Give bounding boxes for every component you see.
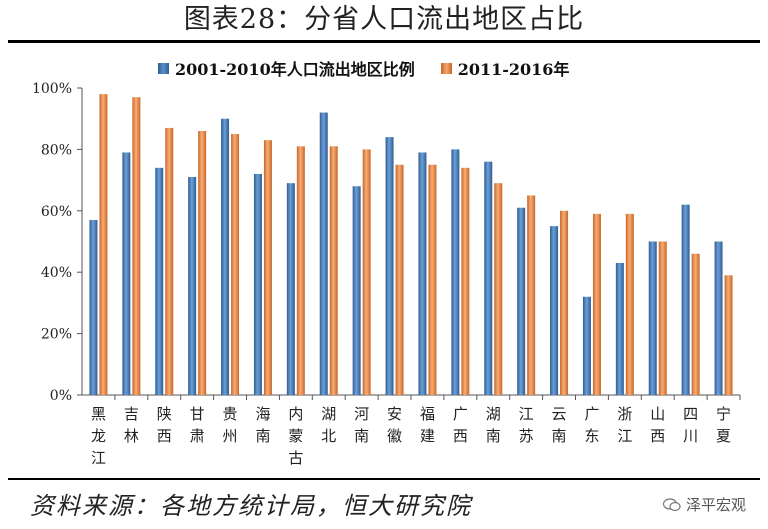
legend-swatch-orange bbox=[440, 62, 452, 74]
bar-series1-17 bbox=[648, 241, 657, 395]
source-rule bbox=[8, 478, 760, 480]
y-tick-label: 100% bbox=[32, 81, 72, 97]
legend-swatch-blue bbox=[158, 62, 169, 74]
bar-series2-1 bbox=[132, 97, 141, 396]
x-category-label: 安徽 bbox=[387, 405, 402, 445]
bar-series2-4 bbox=[231, 134, 240, 396]
bar-series1-7 bbox=[319, 112, 328, 395]
bar-series2-7 bbox=[329, 146, 338, 395]
y-tick-label: 60% bbox=[41, 204, 72, 220]
bar-series2-16 bbox=[625, 213, 634, 395]
x-category-label: 山西 bbox=[650, 405, 665, 445]
bar-series2-15 bbox=[592, 213, 601, 395]
x-category-label: 海南 bbox=[255, 405, 270, 445]
chart-legend: 2001-2010年人口流出地区比例 2011-2016年 bbox=[158, 56, 595, 80]
bar-series1-15 bbox=[582, 296, 591, 395]
x-category-label: 吉林 bbox=[124, 405, 139, 445]
title-rule bbox=[8, 40, 760, 43]
x-category-label: 广东 bbox=[584, 405, 599, 445]
wechat-icon bbox=[662, 497, 681, 511]
bar-series2-0 bbox=[99, 94, 108, 395]
bar-series2-6 bbox=[296, 146, 305, 395]
x-category-label: 湖南 bbox=[486, 405, 501, 445]
source-note: 资料来源：各地方统计局，恒大研究院 bbox=[30, 492, 472, 520]
y-tick-label: 0% bbox=[50, 388, 72, 404]
bar-series1-19 bbox=[714, 241, 723, 395]
bar-series2-5 bbox=[263, 140, 272, 395]
x-category-label: 云南 bbox=[552, 405, 567, 445]
bar-series2-19 bbox=[724, 275, 733, 395]
bar-series2-8 bbox=[362, 149, 371, 395]
y-tick-label: 20% bbox=[41, 327, 72, 343]
x-category-label: 四川 bbox=[683, 405, 698, 445]
watermark: 泽平宏观 bbox=[662, 494, 746, 515]
bar-series1-2 bbox=[155, 167, 164, 395]
x-category-label: 江苏 bbox=[519, 405, 534, 445]
y-tick-label: 40% bbox=[41, 265, 72, 281]
bar-series2-2 bbox=[165, 127, 174, 395]
bar-series2-3 bbox=[198, 130, 207, 396]
bar-series2-13 bbox=[527, 195, 536, 395]
x-category-label: 贵州 bbox=[223, 405, 238, 445]
x-category-label: 内蒙古 bbox=[288, 405, 303, 467]
bar-series1-3 bbox=[188, 177, 197, 395]
bar-series1-1 bbox=[122, 152, 131, 395]
bar-series1-18 bbox=[681, 204, 690, 395]
bar-series1-16 bbox=[615, 262, 624, 395]
bar-series2-14 bbox=[560, 210, 569, 395]
x-category-label: 陕西 bbox=[157, 405, 172, 445]
x-category-label: 广西 bbox=[453, 405, 468, 445]
bar-series2-10 bbox=[428, 164, 437, 395]
bar-series1-11 bbox=[451, 149, 460, 395]
legend-label-series2: 2011-2016年 bbox=[457, 60, 570, 79]
x-category-label: 甘肃 bbox=[190, 405, 205, 445]
bar-series1-6 bbox=[286, 183, 295, 395]
bar-series2-18 bbox=[691, 253, 700, 395]
x-category-label: 浙江 bbox=[617, 405, 632, 445]
bar-series1-13 bbox=[517, 207, 526, 395]
legend-item-series2: 2011-2016年 bbox=[440, 56, 570, 80]
x-category-label: 黑龙江 bbox=[91, 405, 106, 467]
x-category-label: 宁夏 bbox=[716, 405, 731, 445]
bar-series2-12 bbox=[494, 183, 503, 395]
bar-series2-11 bbox=[461, 167, 470, 395]
x-category-label: 福建 bbox=[420, 405, 435, 445]
x-category-label: 湖北 bbox=[321, 405, 336, 445]
bar-series1-12 bbox=[484, 161, 493, 395]
bar-series2-17 bbox=[658, 241, 667, 395]
x-category-label: 河南 bbox=[354, 405, 369, 445]
bar-series1-0 bbox=[89, 220, 98, 395]
chart-title: 图表28：分省人口流出地区占比 bbox=[183, 4, 585, 35]
bar-series1-5 bbox=[253, 173, 262, 395]
legend-item-series1: 2001-2010年人口流出地区比例 bbox=[158, 56, 415, 80]
bar-series1-8 bbox=[352, 186, 361, 395]
bar-series1-14 bbox=[550, 226, 559, 395]
bar-series2-9 bbox=[395, 164, 404, 395]
bar-series1-9 bbox=[385, 137, 394, 395]
bar-series1-10 bbox=[418, 152, 427, 395]
legend-label-series1: 2001-2010年人口流出地区比例 bbox=[175, 60, 415, 79]
bar-series1-4 bbox=[221, 118, 230, 395]
y-tick-label: 80% bbox=[41, 142, 72, 158]
watermark-text: 泽平宏观 bbox=[685, 496, 746, 514]
